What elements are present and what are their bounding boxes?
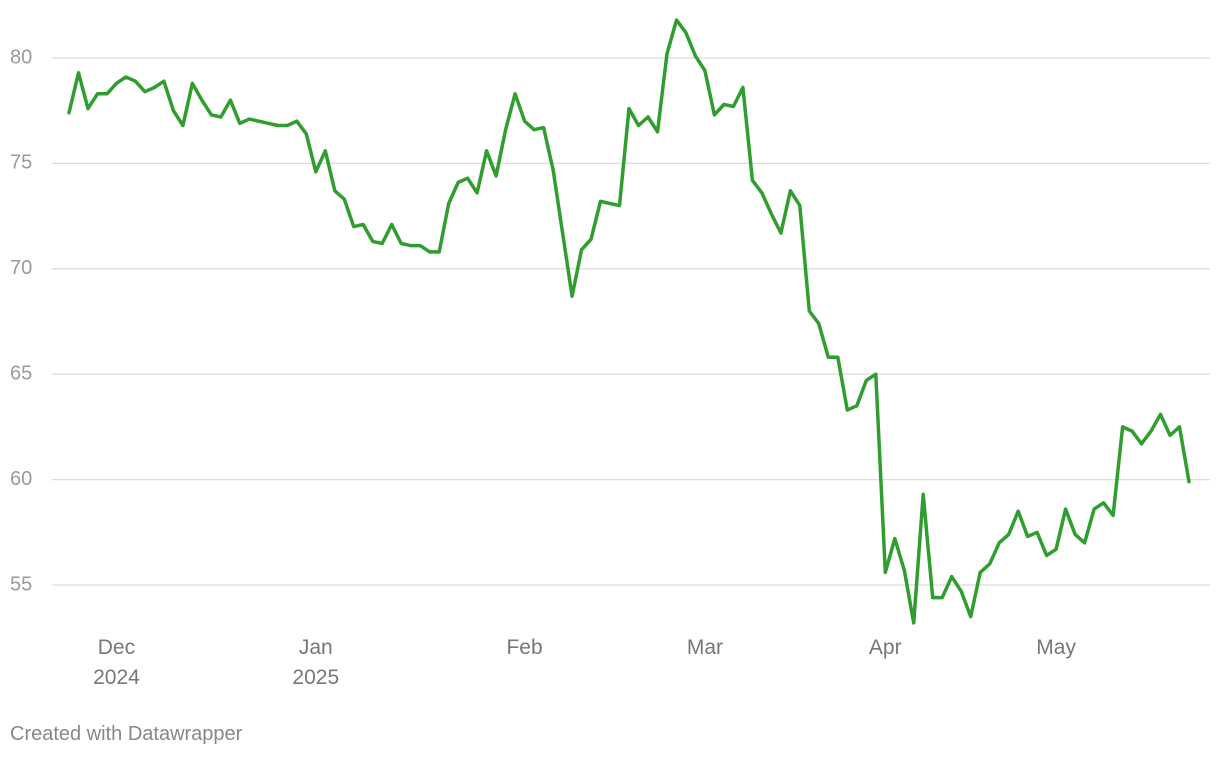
x-tick-label: Mar (686, 636, 724, 659)
line (67, 18, 1191, 625)
y-tick-label: 80 (10, 46, 32, 68)
x-tick-label: Apr (868, 636, 902, 659)
y-tick-label: 65 (10, 362, 32, 384)
y-tick-label: 55 (10, 573, 32, 595)
x-tick-label: Dec 2024 (93, 636, 140, 689)
footer: Created with Datawrapper (10, 723, 243, 745)
x-tick-label: Feb (506, 636, 543, 659)
x-tick-label: Jan 2025 (292, 636, 340, 689)
chart: 55 60 65 70 75 80 (10, 18, 1210, 625)
x-tick-label: May (1036, 636, 1076, 659)
y-tick-label: 70 (10, 257, 32, 279)
y-tick-label: 60 (10, 468, 32, 490)
y-tick-label: 75 (10, 152, 32, 174)
